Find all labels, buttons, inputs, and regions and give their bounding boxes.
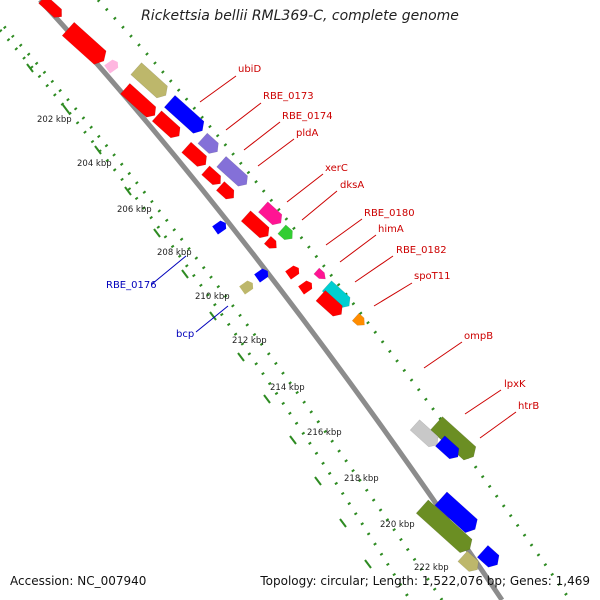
gene-feature-outer[interactable]	[38, 0, 66, 21]
tick-rings	[0, 0, 572, 600]
gene-label[interactable]: RBE_0182	[396, 245, 447, 256]
gene-labels: ubiD RBE_0173 RBE_0174 pldA xerC dksA RBE_0180…	[106, 64, 539, 412]
gene-label[interactable]: spoT11	[414, 271, 451, 282]
map-title: Rickettsia bellii RML369-C, complete gen…	[141, 8, 459, 24]
gene-label[interactable]: ompB	[464, 331, 493, 342]
gene-label[interactable]: ubiD	[238, 64, 261, 75]
gene-feature-outer[interactable]	[163, 94, 207, 136]
leader-line	[257, 138, 295, 167]
gene-label[interactable]: xerC	[325, 163, 348, 174]
gene-label[interactable]: lpxK	[504, 379, 526, 390]
leader-line	[301, 190, 338, 221]
outer-tick-ring	[0, 19, 444, 600]
scale-label: 202 kbp	[37, 115, 72, 125]
gene-label[interactable]: htrB	[518, 401, 539, 412]
scale-labels: 202 kbp 204 kbp 206 kbp 208 kbp 210 kbp 212 k…	[37, 115, 449, 573]
scale-tick	[237, 352, 245, 362]
leader-line	[151, 255, 187, 285]
scale-tick	[364, 559, 372, 569]
leader-line	[199, 75, 237, 103]
leader-line	[423, 341, 463, 369]
leader-line	[325, 218, 363, 246]
scale-tick	[124, 186, 132, 196]
gene-feature-inner[interactable]	[315, 290, 346, 319]
leader-line	[479, 411, 517, 439]
gene-feature-small[interactable]	[104, 58, 120, 74]
accession-text: Accession: NC_007940	[10, 574, 147, 588]
gene-feature-outer[interactable]	[258, 201, 285, 228]
scale-tick	[263, 394, 271, 404]
scale-label: 204 kbp	[77, 159, 112, 169]
gene-feature-outer[interactable]	[321, 280, 354, 311]
leader-line	[339, 234, 377, 263]
topology-text: Topology: circular; Length: 1,522,076 bp…	[260, 574, 590, 588]
scale-tick	[62, 104, 70, 114]
gene-feature-inner[interactable]	[415, 499, 476, 556]
scale-label: 214 kbp	[270, 383, 305, 393]
leader-line	[286, 173, 324, 203]
gene-feature-small[interactable]	[285, 264, 301, 280]
scale-label: 222 kbp	[414, 563, 449, 573]
gene-feature-small[interactable]	[212, 219, 228, 235]
gene-label[interactable]: pldA	[296, 128, 318, 139]
gene-feature-small[interactable]	[239, 279, 255, 295]
gene-feature-small[interactable]	[254, 267, 270, 283]
leader-line	[354, 255, 394, 283]
gene-feature-inner[interactable]	[215, 181, 237, 203]
gene-feature-inner[interactable]	[457, 550, 482, 575]
scale-label: 216 kbp	[307, 428, 342, 438]
scale-tick	[26, 63, 34, 73]
gene-label[interactable]: RBE_0173	[263, 91, 314, 102]
gene-feature-inner[interactable]	[263, 235, 280, 251]
leader-line	[225, 102, 262, 131]
gene-label[interactable]: RBE_0174	[282, 111, 333, 122]
gene-feature-outer[interactable]	[197, 132, 222, 157]
gene-feature-inner[interactable]	[409, 419, 442, 450]
gene-feature-outer[interactable]	[216, 156, 252, 189]
gene-feature-outer[interactable]	[313, 267, 328, 282]
leader-line	[464, 389, 502, 415]
leader-line	[243, 121, 281, 151]
scale-label: 206 kbp	[117, 205, 152, 215]
scale-label: 210 kbp	[195, 292, 230, 302]
gene-feature-inner[interactable]	[240, 210, 273, 241]
gene-label[interactable]: RBE_0176	[106, 280, 157, 291]
scale-tick	[181, 269, 189, 279]
leader-line	[195, 305, 229, 333]
gene-feature-inner[interactable]	[61, 21, 110, 67]
gene-label[interactable]: himA	[378, 224, 404, 235]
scale-label: 212 kbp	[232, 336, 267, 346]
gene-feature-inner[interactable]	[151, 110, 184, 141]
gene-label[interactable]: bcp	[176, 329, 194, 340]
scale-label: 220 kbp	[380, 520, 415, 530]
gene-feature-inner[interactable]	[120, 83, 159, 120]
gene-feature-inner[interactable]	[181, 141, 211, 170]
gene-feature-outer[interactable]	[434, 491, 481, 536]
scale-tick	[289, 435, 297, 445]
scale-label: 218 kbp	[344, 474, 379, 484]
gene-feature-inner[interactable]	[201, 165, 225, 188]
scale-tick	[339, 518, 347, 528]
gene-feature-outer[interactable]	[277, 224, 296, 243]
gene-feature-small[interactable]	[298, 279, 314, 295]
gene-features	[38, 0, 503, 575]
gene-feature-inner[interactable]	[476, 545, 503, 570]
scale-tick	[314, 476, 322, 486]
gene-feature-inner[interactable]	[435, 435, 462, 462]
leader-line	[373, 282, 413, 307]
scale-label: 208 kbp	[157, 248, 192, 258]
gene-feature-outer[interactable]	[130, 62, 171, 102]
gene-label[interactable]: dksA	[340, 180, 364, 191]
gene-label[interactable]: RBE_0180	[364, 208, 415, 219]
gene-feature-outer[interactable]	[430, 416, 479, 464]
label-leader-lines	[151, 75, 517, 439]
scale-tick	[209, 311, 217, 321]
gene-feature-outer[interactable]	[351, 312, 368, 328]
scale-tick	[153, 228, 161, 238]
scale-tick	[94, 145, 102, 155]
